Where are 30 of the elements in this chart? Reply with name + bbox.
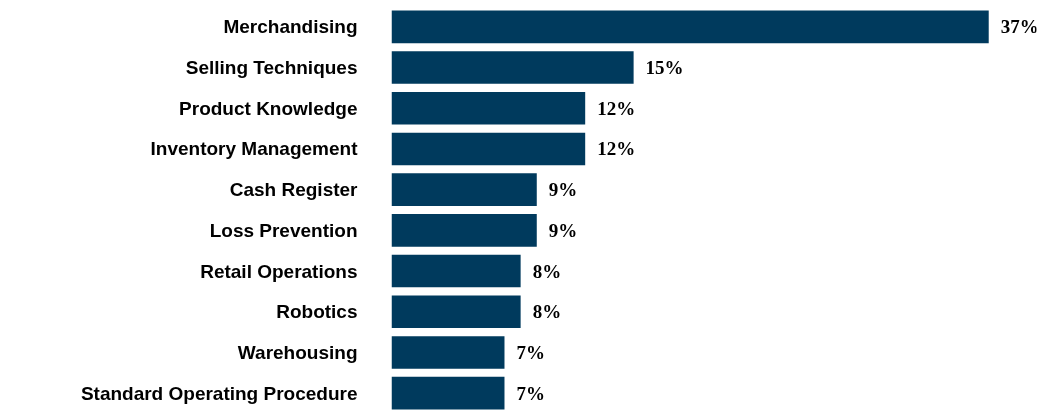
data-label: 12% (597, 138, 636, 160)
data-label: 9% (548, 219, 578, 241)
y-tick-label: Cash Register (229, 179, 359, 201)
y-tick-label: Robotics (276, 301, 358, 323)
y-tick-label: Standard Operating Procedure (80, 382, 358, 404)
data-label: 9% (548, 179, 578, 201)
bar (391, 91, 586, 125)
data-label: 8% (532, 301, 562, 323)
bar (391, 295, 521, 329)
data-label: 7% (516, 341, 545, 363)
bar (391, 51, 634, 84)
bar (391, 336, 505, 369)
y-tick-label: Merchandising (223, 16, 358, 38)
bar (391, 132, 586, 166)
y-tick-label: Product Knowledge (179, 97, 358, 119)
y-tick-label: Loss Prevention (209, 219, 358, 241)
bar (391, 173, 537, 206)
y-tick-label: Warehousing (237, 341, 358, 363)
data-label: 37% (1000, 16, 1039, 38)
bar (391, 214, 537, 247)
data-label: 8% (532, 260, 562, 282)
y-tick-label: Selling Techniques (185, 57, 358, 79)
data-label: 15% (645, 57, 684, 79)
y-tick-label: Inventory Management (150, 138, 359, 160)
data-label: 12% (597, 97, 636, 119)
y-tick-label: Retail Operations (200, 260, 358, 282)
bar (391, 376, 505, 410)
data-label: 7% (516, 382, 545, 404)
bar (391, 254, 521, 288)
bar (391, 10, 989, 44)
